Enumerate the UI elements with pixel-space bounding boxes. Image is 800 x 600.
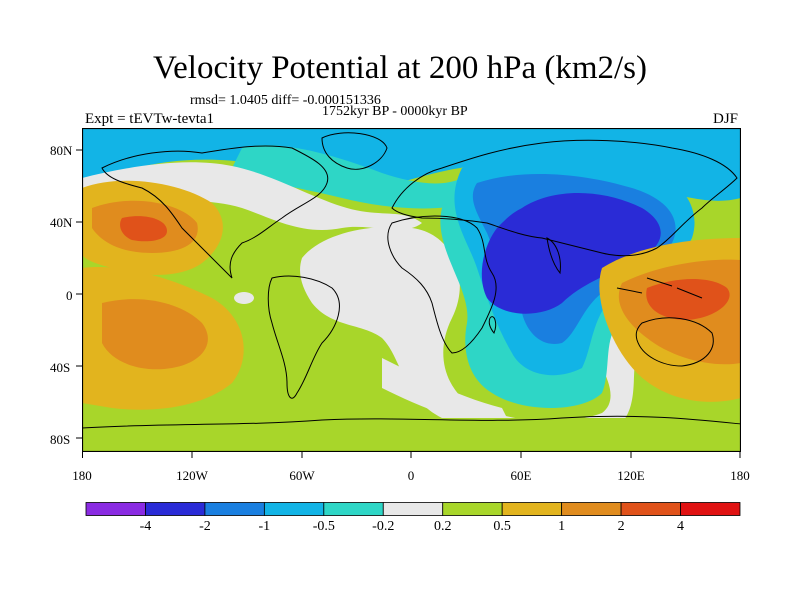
field-north-cyan: [232, 145, 472, 209]
colorbar-swatch-1: [145, 502, 206, 516]
colorbar-swatch-3: [263, 502, 325, 516]
colorbar-swatch-5: [382, 502, 444, 516]
season-label: DJF: [712, 111, 738, 127]
field-south-neutral: [382, 358, 512, 428]
y-tick-40n: 40N: [50, 215, 73, 230]
field-neutral-patch: [234, 292, 254, 304]
colorbar-label-1: -2: [199, 519, 211, 534]
field-mc-red: [646, 279, 730, 320]
colorbar-label-5: 0.2: [433, 519, 452, 534]
colorbar-label-6: 0.5: [493, 519, 511, 534]
colorbar-label-4: -0.2: [372, 519, 395, 534]
colorbar: [85, 502, 741, 516]
colorbar-swatch-9: [620, 502, 681, 516]
colorbar-label-9: 4: [677, 519, 685, 534]
x-tick-180e: 180: [730, 468, 750, 483]
colorbar-swatch-8: [561, 502, 622, 516]
experiment-label: Expt = tEVTw-tevta1: [85, 111, 215, 127]
field-neutral-north: [82, 162, 422, 230]
field-pacific-darkorange-south: [102, 299, 208, 370]
coast-south-america: [267, 275, 340, 399]
colorbar-label-7: 1: [558, 519, 566, 534]
coast-africa: [387, 215, 497, 354]
colorbar-swatch-2: [204, 502, 265, 516]
colorbar-label-3: -0.5: [312, 519, 335, 534]
y-tick-marks: [76, 149, 82, 439]
x-tick-120e: 120E: [617, 468, 645, 483]
colorbar-label-2: -1: [258, 519, 271, 534]
x-tick-60e: 60E: [510, 468, 532, 483]
y-tick-80n: 80N: [50, 143, 73, 158]
y-tick-0: 0: [66, 288, 73, 303]
coastlines: [82, 132, 741, 429]
colorbar-swatch-6: [442, 502, 503, 516]
colorbar-label-0: -4: [139, 519, 152, 534]
map-title: Velocity Potential at 200 hPa (km2/s): [152, 50, 648, 86]
stats-readout: rmsd= 1.0405 diff= -0.000151336: [190, 93, 381, 108]
field-polar-south: [82, 418, 741, 452]
coast-indonesia: [616, 277, 703, 299]
coast-greenland: [321, 132, 388, 170]
map-plot: [82, 128, 741, 452]
coast-india: [546, 237, 561, 275]
colorbar-swatch-10: [680, 502, 741, 516]
coast-eurasia: [391, 139, 738, 257]
colorbar-swatch-0: [85, 502, 146, 516]
coast-australia: [635, 317, 714, 367]
field-indian-core: [481, 193, 661, 314]
colorbar-label-8: 2: [617, 519, 625, 534]
period-label: 1752kyr BP - 0000kyr BP: [322, 104, 468, 119]
x-tick-0: 0: [407, 468, 415, 483]
coast-north-america: [101, 145, 329, 279]
x-tick-120w: 120W: [176, 468, 208, 483]
y-tick-80s: 80S: [50, 432, 71, 447]
coast-antarctica: [82, 415, 741, 429]
x-tick-60w: 60W: [289, 468, 315, 483]
colorbar-swatch-7: [501, 502, 563, 516]
x-tick-180w: 180: [72, 468, 92, 483]
y-tick-40s: 40S: [50, 360, 71, 375]
x-tick-marks: [82, 452, 741, 458]
colorbar-swatch-4: [323, 502, 384, 516]
field-pacific-red-north: [120, 216, 167, 242]
coast-madagascar: [488, 316, 497, 334]
plot-frame: [82, 128, 741, 452]
